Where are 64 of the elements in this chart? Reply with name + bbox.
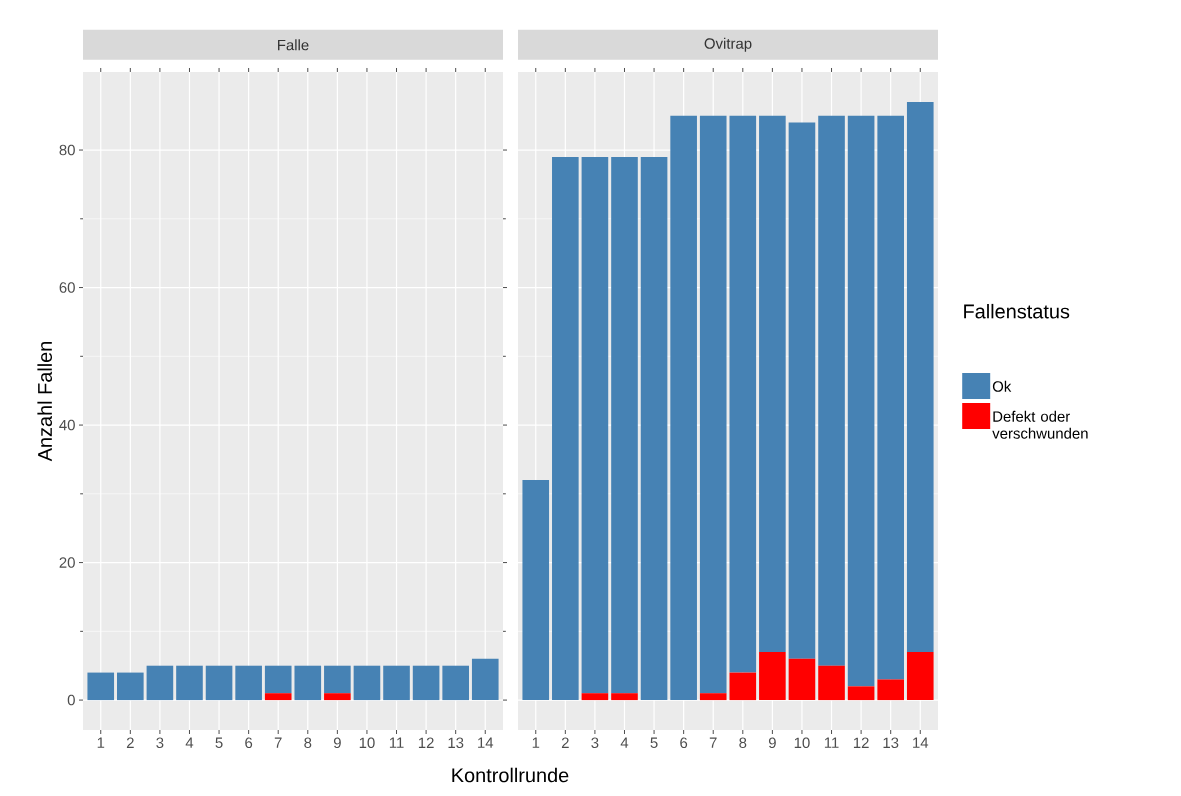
bar [818, 665, 845, 701]
bar [847, 115, 875, 687]
x-tick-label: 7 [709, 737, 717, 748]
x-tick-label: 12 [853, 737, 869, 748]
x-tick-label: 5 [215, 737, 223, 748]
x-tick-label: 1 [97, 737, 105, 748]
x-tick-label: 7 [274, 737, 282, 748]
bar [847, 686, 875, 701]
bar [877, 115, 904, 680]
x-tick-label: 14 [913, 737, 929, 748]
bar [699, 115, 727, 694]
y-tick-label: 60 [59, 282, 75, 293]
x-axis-title: Kontrollrunde [452, 767, 569, 783]
x-tick-label: 3 [591, 737, 599, 749]
y-axis-title: Anzahl Fallen [37, 341, 53, 462]
bar [552, 156, 579, 701]
x-tick-label: 8 [304, 737, 312, 749]
x-tick-label: 8 [739, 737, 747, 749]
x-tick-label: 9 [333, 737, 341, 749]
x-tick-label: 4 [185, 737, 194, 748]
x-tick-label: 1 [532, 737, 540, 748]
bar [581, 693, 609, 701]
x-tick-label: 11 [824, 737, 839, 748]
x-tick-label: 2 [561, 737, 569, 748]
bar [611, 156, 638, 694]
x-tick-label: 6 [245, 737, 253, 749]
x-tick-label: 10 [359, 737, 375, 749]
y-tick-label: 0 [67, 694, 75, 706]
bar [640, 156, 668, 701]
bar [818, 115, 845, 666]
bar [877, 679, 904, 701]
bar [906, 651, 934, 701]
bar [788, 658, 816, 701]
legend-title: Fallenstatus [964, 303, 1070, 319]
x-tick-label: 9 [768, 737, 776, 749]
bar [729, 672, 757, 701]
x-tick-label: 13 [448, 737, 464, 749]
bar [699, 693, 727, 701]
bar [729, 115, 757, 673]
bar [759, 115, 786, 652]
bar [788, 122, 816, 659]
bar [581, 156, 609, 694]
bar [522, 480, 550, 701]
x-tick-label: 6 [680, 737, 688, 749]
bar [670, 115, 697, 701]
legend-label: Ok [992, 380, 1012, 392]
x-tick-label: 12 [418, 737, 434, 748]
x-tick-label: 3 [156, 737, 164, 749]
y-tick-label: 20 [59, 557, 75, 568]
bar [759, 651, 786, 701]
x-tick-label: 4 [620, 737, 629, 748]
x-tick-label: 11 [389, 737, 404, 748]
x-tick-label: 13 [883, 737, 899, 749]
y-tick-label: 80 [59, 144, 75, 156]
chart-title: Ovitrap [704, 37, 752, 52]
x-tick-label: 14 [478, 737, 494, 748]
legend-label: Defekt oder verschwunden [992, 410, 1088, 439]
x-tick-label: 2 [126, 737, 134, 748]
chart-title: Falle [278, 39, 309, 51]
y-tick-label: 40 [59, 419, 75, 431]
x-tick-label: 5 [650, 737, 658, 748]
bar [611, 693, 638, 701]
x-tick-label: 10 [794, 737, 810, 749]
bar [906, 101, 934, 652]
